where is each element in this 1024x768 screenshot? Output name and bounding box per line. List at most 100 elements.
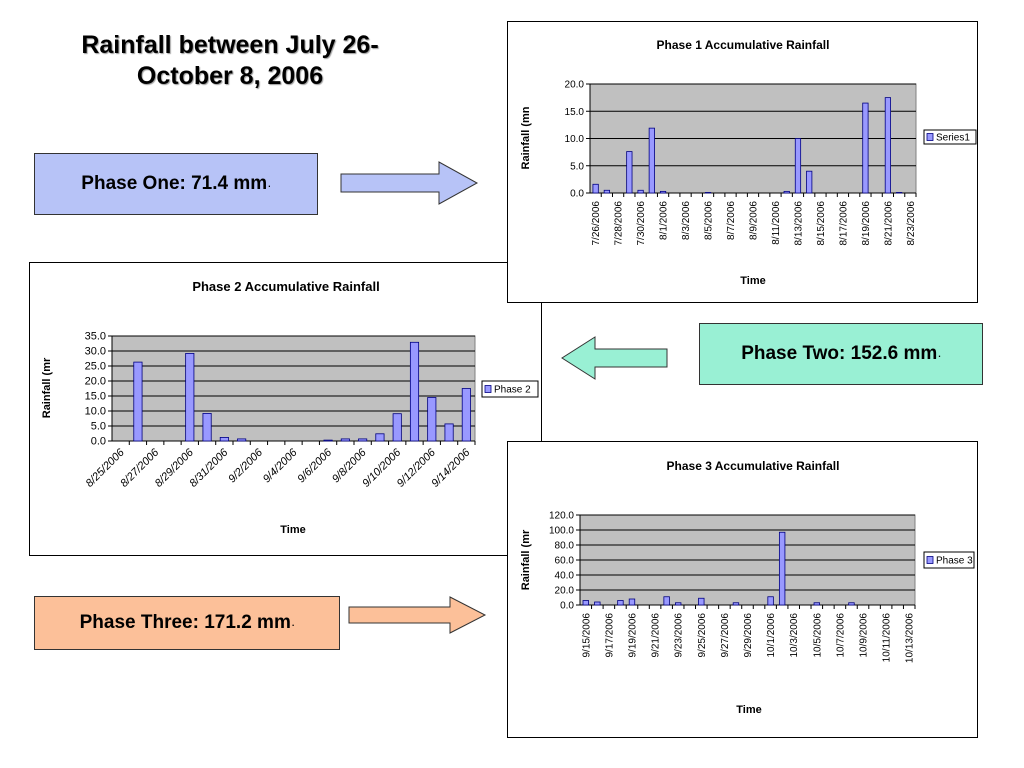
bar [794,138,802,194]
bar [896,192,903,194]
phase-1-chart: Phase 1 Accumulative Rainfall 0.0 5.0 10.0 1… [507,21,978,303]
x-tick-label: 8/13/2006 [793,201,804,246]
x-tick-label: 10/13/2006 [905,613,916,663]
bar [202,412,212,442]
bar [375,433,385,442]
y-tick-label: 10.0 [565,134,585,145]
legend-label: Phase 3 [936,556,973,567]
phase-two-suffix: . [938,349,941,359]
bar [219,436,229,442]
x-axis-title: Time [736,704,761,716]
arrow-right-icon [340,161,479,205]
x-tick-label: 9/23/2006 [674,613,685,658]
bar [617,600,624,606]
chart-title: Phase 1 Accumulative Rainfall [657,38,830,52]
y-tick-label: 10.0 [85,406,106,418]
bar [675,602,682,606]
x-tick-label: 8/23/2006 [906,201,917,246]
phase-2-chart-svg: Phase 2 Accumulative Rainfall 0.0 5.0 10.0 1… [41,279,539,536]
bar [185,353,195,442]
x-tick-label: 10/7/2006 [835,613,846,658]
bar [409,341,420,442]
bar [592,183,599,194]
y-tick-label: 0.0 [91,436,106,448]
x-tick-label: 8/31/2006 [187,446,231,490]
bar [778,531,786,606]
bar [659,190,667,194]
bar [637,189,644,194]
bar [461,388,471,442]
x-tick-label: 9/27/2006 [720,613,731,658]
phase-three-box: Phase Three: 171.2 mm. [34,596,340,650]
x-tick-label: 9/29/2006 [743,613,754,658]
y-tick-label: 0.0 [570,189,584,200]
y-tick-label: 0.0 [560,601,574,612]
phase-1-chart-svg: Phase 1 Accumulative Rainfall 0.0 5.0 10.0 1… [520,38,977,287]
y-tick-label: 60.0 [555,556,575,567]
x-tick-label: 7/28/2006 [614,201,625,246]
x-tick-label: 8/5/2006 [704,201,715,240]
bar [323,439,333,442]
legend-swatch [926,556,934,564]
x-axis-title: Time [740,275,765,287]
y-tick-label: 15.0 [85,391,106,403]
bar [663,596,670,606]
y-tick-label: 25.0 [85,361,106,373]
bar [783,190,790,194]
phase-one-label: Phase One: 71.4 mm [81,173,268,194]
x-tick-label: 8/15/2006 [816,201,827,246]
bar [732,602,740,606]
y-axis-title: Rainfall (mn [520,106,532,169]
legend-swatch [926,133,934,141]
phase-three-label: Phase Three: 171.2 mm [79,612,291,633]
y-axis-title: Rainfall (mr [520,529,532,590]
bar [392,413,402,442]
phase-two-box: Phase Two: 152.6 mm. [699,323,983,385]
y-tick-label: 80.0 [555,541,575,552]
legend-swatch [484,385,492,393]
phase-one-suffix: . [268,179,271,189]
bar [628,598,636,606]
bar [806,170,813,194]
slide-title-line-1: Rainfall between July 26- [81,31,379,59]
x-tick-label: 9/21/2006 [651,613,662,658]
y-tick-label: 20.0 [565,80,585,91]
x-tick-label: 9/6/2006 [295,446,334,485]
x-tick-label: 8/9/2006 [749,201,760,240]
x-tick-label: 9/17/2006 [604,613,615,658]
bar [444,423,454,442]
x-tick-label: 10/11/2006 [882,613,893,663]
x-tick-label: 7/26/2006 [591,201,602,246]
bar [862,102,869,194]
y-tick-label: 15.0 [565,107,585,118]
y-tick-label: 5.0 [570,161,584,172]
y-tick-label: 35.0 [85,331,106,343]
bar [704,192,712,194]
phase-2-chart: Phase 2 Accumulative Rainfall 0.0 5.0 10.0 1… [29,262,542,556]
x-tick-label: 9/14/2006 [429,446,473,490]
bar [626,151,633,194]
bar [813,602,820,606]
arrow-left-icon [561,336,668,380]
chart-title: Phase 3 Accumulative Rainfall [667,459,840,473]
x-tick-label: 9/4/2006 [261,446,300,485]
x-tick-label: 9/19/2006 [627,613,638,658]
x-tick-label: 8/19/2006 [861,201,872,246]
y-tick-label: 40.0 [555,571,575,582]
x-tick-label: 8/11/2006 [771,201,782,245]
y-tick-label: 5.0 [91,421,106,433]
phase-three-suffix: . [291,618,295,628]
x-tick-label: 8/1/2006 [659,201,670,240]
x-tick-label: 9/2/2006 [226,446,265,485]
plot-area [111,335,476,442]
bar [427,397,437,442]
y-tick-label: 20.0 [555,586,575,597]
bar [767,596,774,606]
x-tick-label: 9/25/2006 [697,613,708,658]
bar [648,127,655,194]
phase-3-chart-svg: Phase 3 Accumulative Rainfall 0.0 20.0 40.0… [520,459,975,716]
y-tick-label: 30.0 [85,346,106,358]
bar [582,600,589,606]
y-axis-title: Rainfall (mr [41,357,53,418]
slide-title-line-2: October 8, 2006 [136,62,324,90]
